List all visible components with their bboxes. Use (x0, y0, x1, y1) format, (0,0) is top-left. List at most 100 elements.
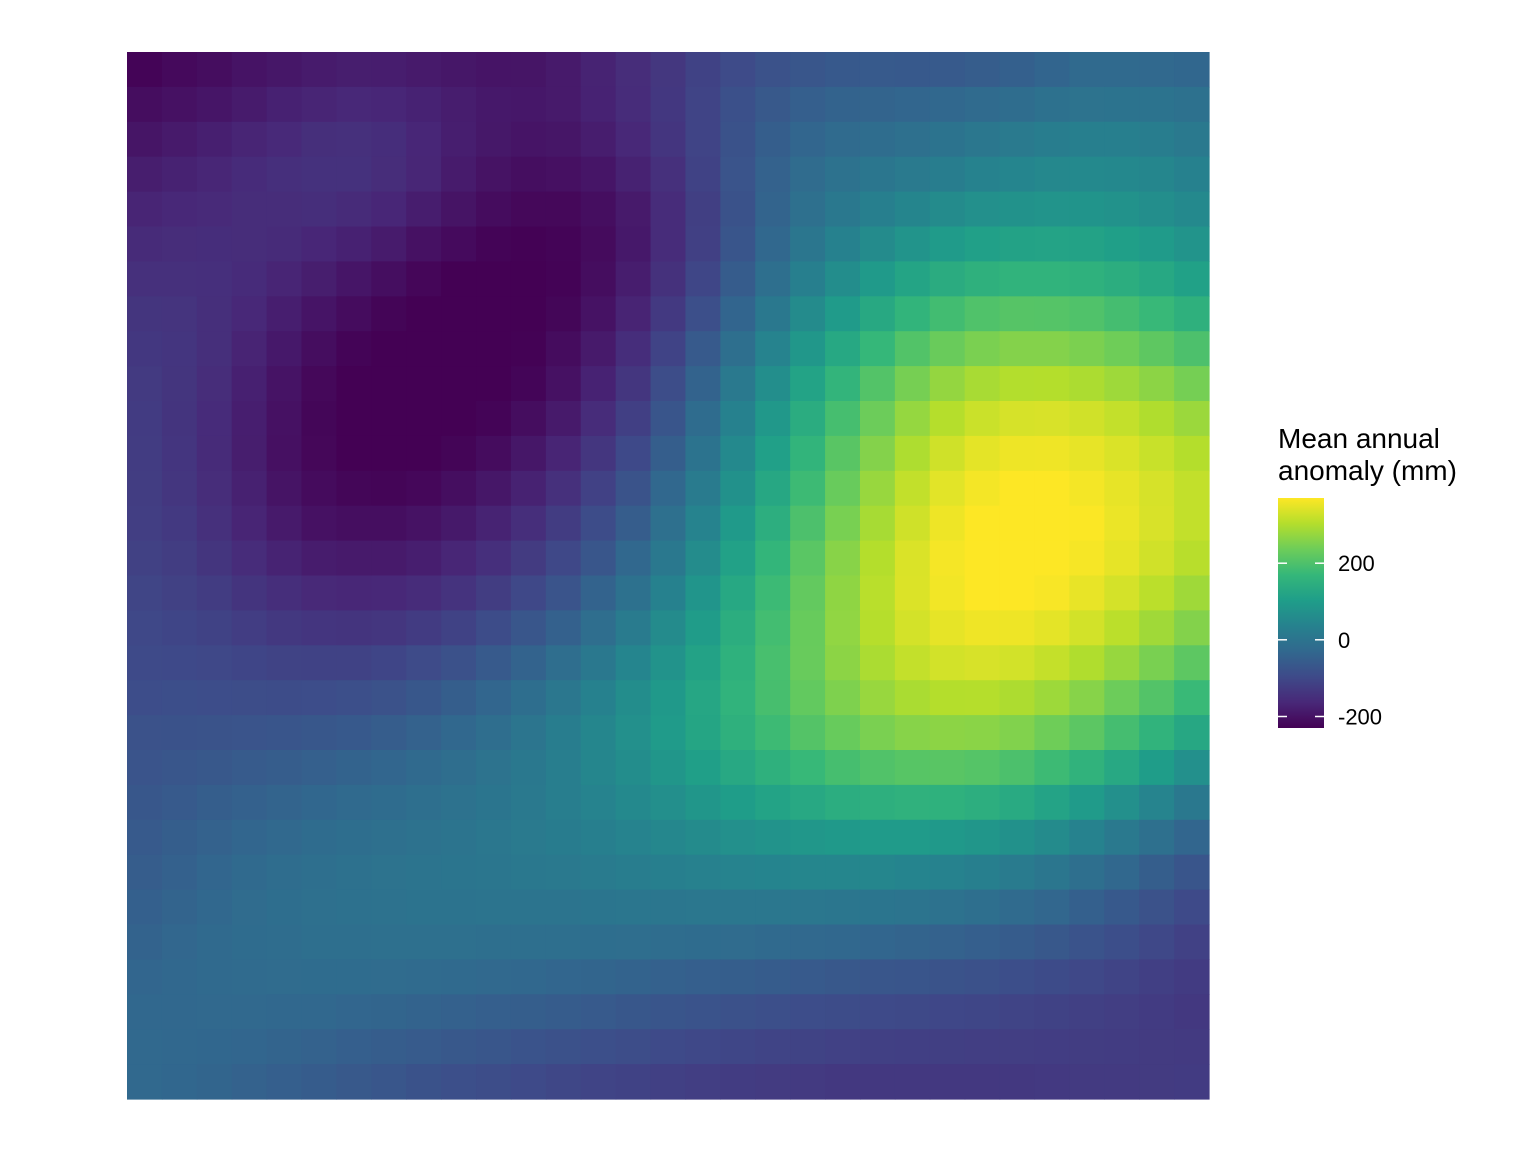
heatmap-cell (510, 540, 547, 577)
heatmap-cell (336, 52, 372, 88)
heatmap-cell (336, 750, 372, 786)
heatmap-cell (266, 156, 303, 193)
heatmap-cell (545, 889, 582, 926)
heatmap-cell (510, 959, 547, 995)
heatmap-cell (650, 401, 687, 437)
heatmap-cell (1034, 889, 1070, 926)
heatmap-cell (964, 156, 1001, 193)
heatmap-cell (127, 575, 163, 611)
heatmap-cell (615, 750, 652, 786)
heatmap-cell (929, 715, 966, 751)
heatmap-cell (720, 819, 756, 856)
heatmap-cell (371, 784, 407, 821)
heatmap-cell (476, 889, 512, 926)
heatmap-cell (301, 1064, 338, 1100)
heatmap-cell (859, 610, 896, 646)
heatmap-cell (161, 1064, 198, 1100)
heatmap-cell (755, 505, 791, 542)
heatmap-cell (1034, 86, 1070, 123)
heatmap-cell (894, 121, 931, 158)
heatmap-cell (371, 121, 407, 158)
heatmap-cell (825, 261, 861, 297)
heatmap-cell (545, 784, 582, 821)
heatmap-cell (1104, 121, 1140, 158)
heatmap-cell (161, 121, 198, 158)
heatmap-cell (755, 540, 791, 577)
heatmap-cell (964, 889, 1001, 926)
heatmap-cell (476, 959, 512, 995)
heatmap-cell (161, 750, 198, 786)
heatmap-cell (406, 645, 442, 681)
heatmap-cell (720, 366, 756, 402)
heatmap-cell (964, 1064, 1001, 1100)
heatmap-cell (510, 575, 547, 611)
heatmap-cell (301, 296, 338, 332)
heatmap-cell (894, 156, 931, 193)
heatmap-cell (371, 261, 407, 297)
heatmap-cell (790, 401, 826, 437)
heatmap-cell (1069, 784, 1105, 821)
heatmap-cell (685, 715, 721, 751)
heatmap-cell (580, 994, 617, 1030)
heatmap-cell (720, 575, 756, 611)
heatmap-cell (650, 1029, 687, 1065)
heatmap-cell (1139, 505, 1175, 542)
heatmap-cell (161, 226, 198, 262)
heatmap-cell (510, 261, 547, 297)
heatmap-cell (615, 86, 652, 123)
heatmap-cell (580, 191, 617, 228)
heatmap-cell (161, 505, 198, 542)
heatmap-cell (650, 924, 687, 960)
heatmap-cell (266, 854, 303, 891)
heatmap-cell (231, 994, 268, 1030)
heatmap-cell (1139, 52, 1175, 88)
heatmap-cell (301, 715, 338, 751)
heatmap-cell (964, 121, 1001, 158)
heatmap-cell (476, 296, 512, 332)
heatmap-cell (999, 994, 1036, 1030)
heatmap-cell (406, 401, 442, 437)
heatmap-cell (1034, 854, 1070, 891)
heatmap-cell (1069, 401, 1105, 437)
heatmap-cell (127, 994, 163, 1030)
heatmap-cell (929, 505, 966, 542)
heatmap-cell (441, 889, 477, 926)
heatmap-cell (894, 1029, 931, 1065)
heatmap-cell (266, 784, 303, 821)
heatmap-cell (336, 366, 372, 402)
heatmap-cell (964, 610, 1001, 646)
heatmap-cell (859, 52, 896, 88)
heatmap-cell (266, 645, 303, 681)
heatmap-cell (999, 610, 1036, 646)
heatmap-cell (859, 121, 896, 158)
heatmap-cell (755, 784, 791, 821)
heatmap-cell (720, 540, 756, 577)
heatmap-cell (1104, 784, 1140, 821)
heatmap-cell (964, 924, 1001, 960)
heatmap-cell (999, 540, 1036, 577)
heatmap-cell (825, 889, 861, 926)
heatmap-cell (755, 1064, 791, 1100)
heatmap-cell (441, 1029, 477, 1065)
heatmap-cell (231, 959, 268, 995)
heatmap-cell (894, 715, 931, 751)
heatmap-cell (301, 121, 338, 158)
heatmap-cell (720, 401, 756, 437)
heatmap-cell (1104, 715, 1140, 751)
heatmap-cell (441, 296, 477, 332)
heatmap-cell (1069, 750, 1105, 786)
heatmap-cell (615, 505, 652, 542)
heatmap-cell (859, 680, 896, 716)
heatmap-cell (441, 156, 477, 193)
heatmap-cell (371, 1029, 407, 1065)
heatmap-cell (127, 470, 163, 507)
heatmap-cell (1069, 924, 1105, 960)
heatmap-cell (545, 924, 582, 960)
heatmap-cell (615, 156, 652, 193)
heatmap-cell (615, 435, 652, 472)
heatmap-cell (1174, 715, 1210, 751)
heatmap-cell (999, 715, 1036, 751)
heatmap-cell (476, 226, 512, 262)
heatmap-cell (476, 366, 512, 402)
heatmap-cell (266, 680, 303, 716)
